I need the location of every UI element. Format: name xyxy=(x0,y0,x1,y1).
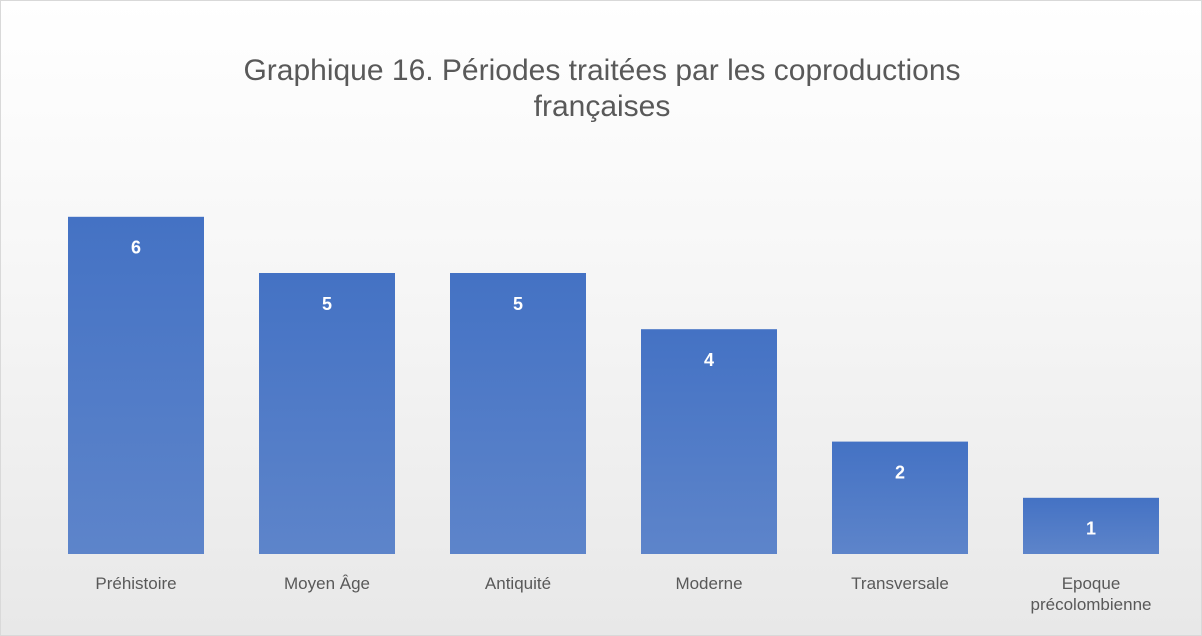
x-tick-label: Moderne xyxy=(675,574,743,593)
bar xyxy=(450,273,586,554)
x-tick-label: Moyen Âge xyxy=(284,574,370,593)
value-label: 5 xyxy=(513,294,523,314)
bar xyxy=(641,329,777,554)
x-tick-label: Transversale xyxy=(851,574,949,593)
x-tick-label: Epoque précolombienne xyxy=(1030,574,1152,614)
value-label: 6 xyxy=(131,238,141,258)
value-label: 4 xyxy=(704,350,714,370)
value-label: 1 xyxy=(1086,519,1096,539)
bar xyxy=(832,441,968,554)
x-tick-label: Antiquité xyxy=(484,574,552,593)
value-label: 5 xyxy=(322,294,332,314)
value-label: 2 xyxy=(895,462,905,482)
bar xyxy=(1023,497,1159,554)
bar xyxy=(259,273,395,554)
chart-title: Graphique 16. Périodes traitées par les … xyxy=(243,54,961,123)
x-tick-label: Préhistoire xyxy=(95,574,177,593)
bar xyxy=(68,216,204,555)
